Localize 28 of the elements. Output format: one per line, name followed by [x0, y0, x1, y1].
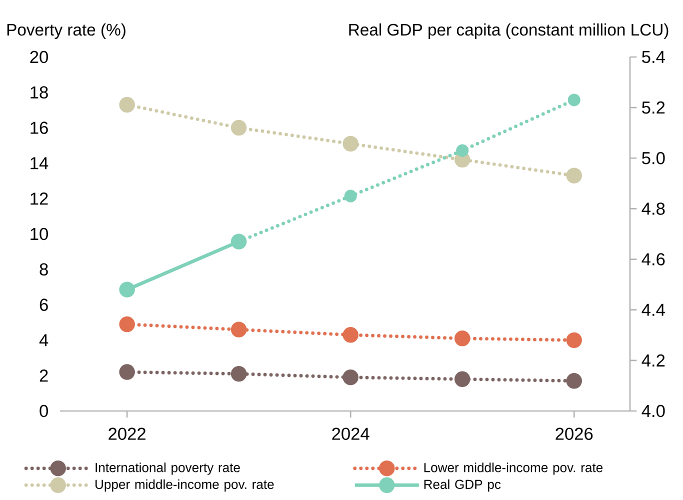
y-tick-label: 16	[30, 122, 48, 134]
legend-label: Upper middle-income pov. rate	[96, 479, 274, 492]
y-tick-label: 4	[39, 334, 48, 346]
y2-tick-label: 4.0	[642, 404, 665, 418]
y2-axis-title: Real GDP per capita (constant million LCU)	[349, 23, 668, 39]
x-tick-label: 2022	[108, 428, 146, 440]
y-axis-title: Poverty rate (%)	[7, 23, 126, 39]
y-tick-label: 0	[40, 404, 48, 418]
x-tick-label: 2024	[332, 428, 370, 440]
y2-tick-label: 4.8	[642, 202, 665, 215]
y-tick-label: 6	[40, 298, 48, 311]
y-tick-label: 8	[40, 263, 48, 276]
y-tick-label: 12	[30, 192, 48, 205]
y2-tick-label: 4.6	[642, 253, 665, 266]
y-tick-label: 10	[30, 228, 48, 240]
y2-tick-label: 5.4	[642, 50, 665, 64]
y2-tick-label: 4.4	[642, 304, 665, 316]
y2-tick-label: 4.2	[642, 354, 665, 366]
legend-label: Lower middle-income pov. rate	[424, 462, 603, 475]
y-tick-label: 18	[30, 86, 48, 99]
y-tick-label: 2	[40, 370, 48, 382]
legend-label: Real GDP pc	[424, 479, 501, 492]
y2-tick-label: 5.2	[642, 101, 665, 114]
y-tick-label: 14	[30, 157, 48, 170]
x-tick-label: 2026	[556, 428, 593, 440]
y-tick-label: 20	[30, 50, 48, 64]
y2-tick-label: 5.0	[642, 152, 665, 164]
legend-label: International poverty rate	[96, 462, 240, 475]
